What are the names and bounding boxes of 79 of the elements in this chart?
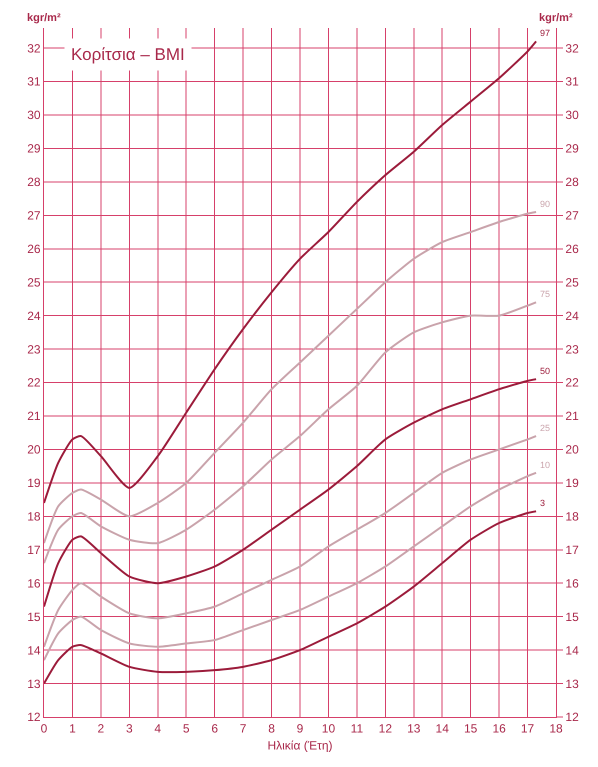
- y2-tick-label: 25: [565, 275, 580, 290]
- series-label: 25: [540, 423, 550, 433]
- y2-tick-label: 18: [565, 510, 580, 524]
- y2-tick-label: 22: [565, 376, 580, 390]
- y2-tick-label: 28: [565, 175, 580, 190]
- y-tick-label: 14: [27, 643, 41, 658]
- y-tick-label: 18: [27, 510, 41, 524]
- y2-tick-label: 30: [565, 108, 580, 122]
- x-tick-label: 18: [549, 721, 563, 736]
- y2-tick-label: 32: [565, 41, 580, 56]
- y-tick-label: 29: [27, 142, 41, 156]
- y-tick-label: 20: [27, 442, 41, 457]
- y-tick-label: 17: [27, 542, 41, 557]
- y-tick-label: 26: [27, 242, 41, 256]
- y2-tick-label: 16: [565, 576, 580, 590]
- text: Κορίτσια – BMI: [71, 45, 185, 64]
- series-label: 75: [540, 289, 550, 299]
- y-tick-label: 15: [27, 610, 41, 624]
- line-series: [44, 435, 538, 648]
- x-tick-label: 11: [350, 721, 364, 736]
- series-label: 10: [540, 460, 550, 470]
- y2-tick-label: 12: [565, 710, 580, 724]
- line-series: [44, 210, 538, 544]
- x-axis-title: Ηλικία (Έτη): [267, 738, 333, 752]
- y-tick-label: 27: [27, 208, 41, 222]
- series-label: 90: [540, 199, 550, 209]
- line-series: [44, 301, 538, 564]
- y2-tick-label: 13: [565, 676, 580, 691]
- x-tick-label: 4: [154, 721, 162, 736]
- line-series: [44, 40, 538, 504]
- y-axis-title: kgr/m²: [27, 12, 61, 24]
- y2-tick-label: 24: [565, 308, 580, 323]
- x-tick-label: 17: [520, 721, 535, 736]
- y2-tick-label: 21: [565, 409, 580, 424]
- y-tick-label: 12: [27, 710, 41, 724]
- x-tick-label: 15: [464, 721, 478, 736]
- y-tick-label: 28: [27, 175, 41, 190]
- x-tick-label: 13: [407, 721, 421, 736]
- y2-tick-label: 15: [565, 610, 580, 624]
- y2-tick-label: 23: [565, 342, 580, 356]
- y-tick-label: 32: [27, 41, 41, 56]
- x-tick-label: 1: [69, 721, 76, 736]
- x-tick-label: 9: [296, 721, 304, 736]
- x-tick-label: 16: [492, 721, 506, 736]
- y-tick-label: 24: [27, 308, 41, 323]
- y2-tick-label: 20: [565, 442, 580, 457]
- y-tick-label: 21: [27, 409, 41, 424]
- y2-tick-label: 31: [565, 74, 580, 89]
- y2-tick-label: 26: [565, 242, 580, 256]
- y2-tick-label: 27: [565, 208, 580, 222]
- y2-tick-label: 17: [565, 542, 580, 557]
- x-tick-label: 10: [322, 721, 336, 736]
- y2-tick-label: 14: [565, 643, 580, 658]
- x-tick-label: 12: [378, 721, 392, 736]
- y-tick-label: 13: [27, 676, 41, 691]
- line-series: [44, 510, 538, 685]
- x-tick-label: 2: [98, 721, 105, 736]
- x-tick-label: 8: [268, 721, 276, 736]
- y-tick-label: 19: [27, 476, 41, 490]
- y-tick-label: 31: [27, 74, 41, 89]
- y-tick-label: 30: [27, 108, 41, 122]
- x-tick-label: 3: [126, 721, 133, 736]
- series-label: 3: [540, 498, 546, 508]
- x-tick-label: 14: [436, 721, 450, 736]
- series-label: 97: [540, 28, 550, 38]
- x-tick-label: 0: [40, 721, 48, 736]
- x-tick-label: 7: [240, 721, 247, 736]
- line-series: [44, 472, 538, 662]
- y-tick-label: 23: [27, 342, 41, 356]
- y-tick-label: 22: [27, 376, 41, 390]
- y2-tick-label: 29: [565, 142, 580, 156]
- y-tick-label: 16: [27, 576, 41, 590]
- x-tick-label: 6: [211, 721, 218, 736]
- y-tick-label: 25: [27, 275, 41, 290]
- y2-tick-label: 19: [565, 476, 580, 490]
- y2-axis-title: kgr/m²: [539, 12, 573, 24]
- x-tick-label: 5: [182, 721, 190, 736]
- line-series: [44, 378, 538, 608]
- series-label: 50: [540, 366, 550, 376]
